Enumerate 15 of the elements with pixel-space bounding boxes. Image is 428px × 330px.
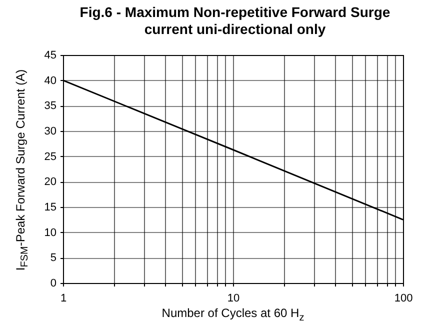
- x-axis-title: Number of Cycles at 60 H$_{z}$: [160, 306, 306, 324]
- y-tick-label: 35: [44, 100, 56, 112]
- y-tick-label: 15: [44, 202, 56, 214]
- y-tick-label: 40: [44, 74, 56, 87]
- y-tick-label: 30: [44, 126, 56, 138]
- y-tick-label: 0: [50, 278, 56, 290]
- y-tick-label: 25: [44, 150, 56, 163]
- x-tick-label: 1: [60, 292, 67, 304]
- y-tick-label: 45: [44, 50, 56, 62]
- y-tick-label: 20: [44, 176, 56, 188]
- x-tick-label: 100: [394, 292, 413, 304]
- y-tick-label: 10: [44, 226, 56, 239]
- chart-title: Fig.6 - Maximum Non-repetitive Forward Surge current uni-directional only: [78, 4, 392, 38]
- y-tick-label: 5: [50, 252, 56, 264]
- x-tick-label: 10: [227, 292, 240, 304]
